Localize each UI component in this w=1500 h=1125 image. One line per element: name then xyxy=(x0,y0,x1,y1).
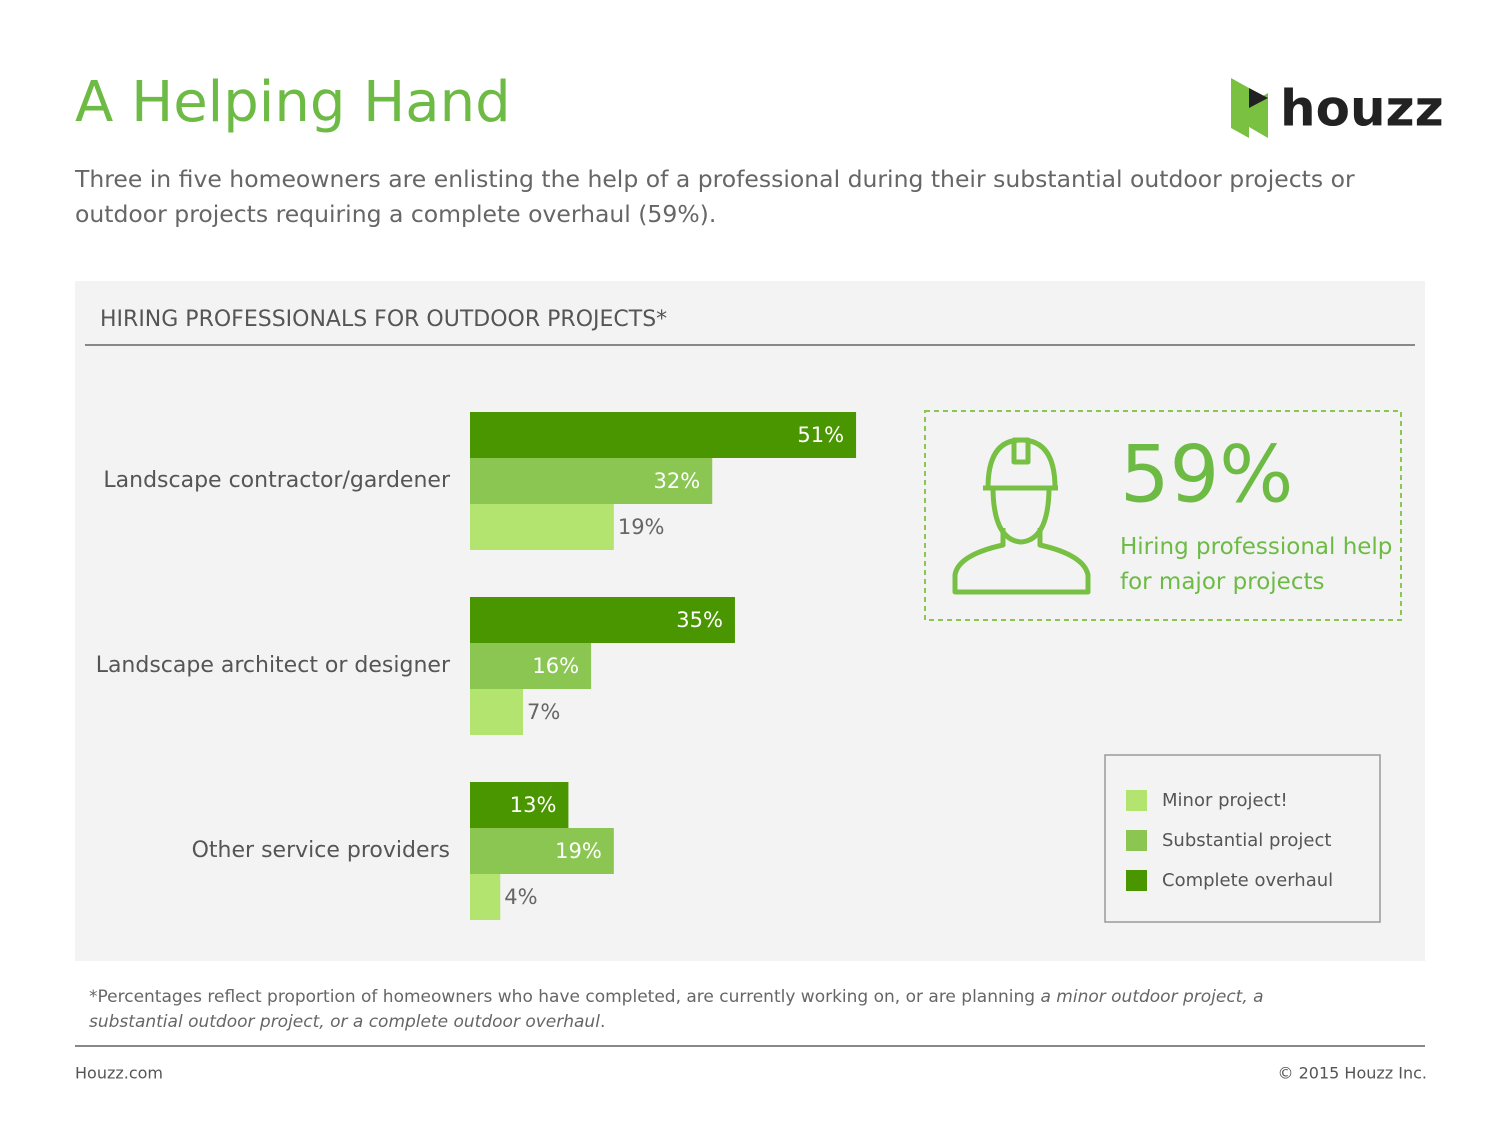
value-label: 4% xyxy=(504,885,537,909)
legend-label: Complete overhaul xyxy=(1162,870,1333,891)
value-label: 51% xyxy=(797,423,844,447)
value-label: 13% xyxy=(510,793,557,817)
callout-value: 59% xyxy=(1120,430,1293,520)
legend-label: Minor project! xyxy=(1162,790,1288,811)
footnote: *Percentages reflect proportion of homeo… xyxy=(89,985,1349,1035)
footnote-emphasis: a minor outdoor project, a substantial o… xyxy=(89,987,1264,1032)
category-label: Landscape architect or designer xyxy=(96,653,451,678)
subtitle: Three in five homeowners are enlisting t… xyxy=(75,165,1355,228)
logo-text: houzz xyxy=(1280,80,1444,138)
page-title: A Helping Hand xyxy=(75,70,511,135)
footnote-text: *Percentages reflect proportion of homeo… xyxy=(89,987,1041,1007)
value-label: 7% xyxy=(527,700,560,724)
footer-left: Houzz.com xyxy=(75,1064,163,1083)
legend-swatch xyxy=(1126,870,1147,891)
houzz-logo-icon xyxy=(1231,78,1268,138)
callout-text: Hiring professional help for major proje… xyxy=(1120,534,1393,595)
callout-box xyxy=(924,410,1402,621)
category-label: Landscape contractor/gardener xyxy=(103,468,451,493)
category-label: Other service providers xyxy=(192,838,450,863)
legend-label: Substantial project xyxy=(1162,830,1331,851)
bar xyxy=(470,874,501,920)
bar xyxy=(470,782,569,828)
chart-title: HIRING PROFESSIONALS FOR OUTDOOR PROJECT… xyxy=(100,307,667,332)
bar xyxy=(470,643,592,689)
value-label: 35% xyxy=(676,608,723,632)
value-label: 19% xyxy=(618,515,665,539)
bar xyxy=(470,597,735,643)
bar xyxy=(470,504,614,550)
footnote-end: . xyxy=(599,1012,606,1032)
legend-swatch xyxy=(1126,830,1147,851)
value-label: 19% xyxy=(555,839,602,863)
bar xyxy=(470,689,523,735)
value-label: 16% xyxy=(532,654,579,678)
bar xyxy=(470,828,614,874)
worker-icon xyxy=(952,437,1091,595)
footer-right: © 2015 Houzz Inc. xyxy=(1278,1064,1427,1083)
bar xyxy=(470,458,713,504)
value-label: 32% xyxy=(654,469,701,493)
legend-box xyxy=(1104,754,1381,923)
legend-swatch xyxy=(1126,790,1147,811)
bar xyxy=(470,412,857,458)
